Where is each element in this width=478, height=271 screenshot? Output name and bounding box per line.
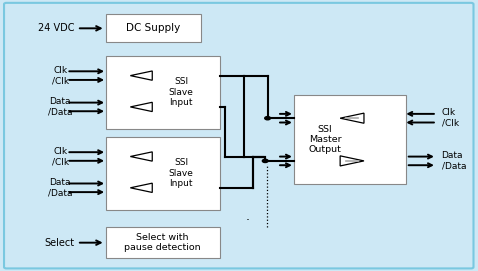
Circle shape	[262, 159, 268, 163]
Text: Select with
pause detection: Select with pause detection	[124, 233, 201, 252]
Circle shape	[265, 117, 271, 120]
Bar	[106, 137, 220, 210]
Text: SSI
Slave
Input: SSI Slave Input	[169, 78, 194, 107]
Text: SSI
Slave
Input: SSI Slave Input	[169, 158, 194, 188]
Bar	[106, 14, 201, 43]
Text: Clk
/Clk: Clk /Clk	[52, 147, 69, 166]
FancyBboxPatch shape	[4, 3, 474, 268]
Text: Clk
/Clk: Clk /Clk	[442, 108, 459, 128]
Text: .: .	[246, 210, 250, 223]
Text: Data
/Data: Data /Data	[442, 151, 466, 171]
Bar	[294, 95, 406, 184]
Text: SSI
Master
Output: SSI Master Output	[309, 125, 342, 154]
Bar	[106, 56, 220, 129]
Bar	[106, 227, 220, 258]
Text: Select: Select	[44, 238, 75, 248]
Text: DC Supply: DC Supply	[126, 23, 180, 33]
Text: Data
/Data: Data /Data	[48, 97, 73, 117]
Text: Clk
/Clk: Clk /Clk	[52, 66, 69, 85]
Text: Data
/Data: Data /Data	[48, 178, 73, 198]
Text: 24 VDC: 24 VDC	[38, 23, 75, 33]
